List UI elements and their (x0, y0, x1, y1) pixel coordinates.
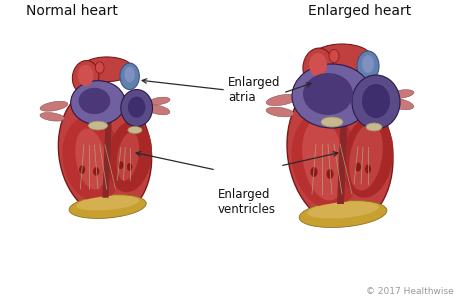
Ellipse shape (80, 57, 133, 82)
Text: Normal heart: Normal heart (26, 4, 118, 18)
Ellipse shape (78, 65, 93, 86)
Polygon shape (102, 113, 112, 198)
Ellipse shape (128, 97, 145, 118)
Ellipse shape (389, 90, 413, 98)
Ellipse shape (124, 67, 134, 82)
Ellipse shape (320, 117, 342, 127)
Ellipse shape (291, 64, 371, 128)
Ellipse shape (351, 75, 399, 129)
Ellipse shape (266, 94, 297, 106)
Ellipse shape (356, 51, 378, 81)
Ellipse shape (348, 123, 382, 190)
Ellipse shape (361, 84, 389, 118)
Ellipse shape (302, 119, 345, 200)
Ellipse shape (79, 165, 85, 174)
Ellipse shape (149, 97, 170, 105)
Ellipse shape (76, 196, 139, 211)
Ellipse shape (354, 163, 360, 172)
Ellipse shape (69, 195, 146, 218)
Text: © 2017 Healthwise: © 2017 Healthwise (365, 287, 453, 296)
Ellipse shape (311, 44, 371, 72)
Ellipse shape (40, 112, 64, 121)
Ellipse shape (298, 200, 386, 227)
Ellipse shape (71, 81, 125, 125)
Ellipse shape (121, 89, 152, 127)
Ellipse shape (291, 111, 360, 208)
Ellipse shape (95, 62, 104, 73)
Ellipse shape (310, 167, 317, 177)
Ellipse shape (328, 50, 338, 62)
Ellipse shape (120, 63, 139, 89)
Ellipse shape (342, 116, 392, 198)
Ellipse shape (93, 167, 99, 176)
Ellipse shape (62, 116, 123, 202)
Polygon shape (336, 108, 347, 204)
Ellipse shape (326, 169, 333, 179)
Ellipse shape (58, 87, 151, 217)
Ellipse shape (78, 88, 110, 114)
Text: Enlarged
ventricles: Enlarged ventricles (218, 188, 275, 216)
Text: Enlarged
atria: Enlarged atria (228, 76, 280, 104)
Ellipse shape (302, 48, 332, 86)
Ellipse shape (118, 161, 123, 169)
Ellipse shape (266, 107, 293, 117)
Ellipse shape (127, 163, 132, 171)
Ellipse shape (128, 127, 142, 134)
Ellipse shape (386, 98, 413, 110)
Ellipse shape (361, 55, 373, 73)
Ellipse shape (364, 164, 370, 173)
Ellipse shape (117, 132, 139, 181)
Ellipse shape (72, 61, 99, 94)
Ellipse shape (88, 121, 107, 130)
Ellipse shape (75, 129, 106, 190)
Ellipse shape (365, 123, 381, 131)
Ellipse shape (286, 78, 392, 226)
Ellipse shape (308, 53, 326, 77)
Ellipse shape (302, 73, 352, 115)
Text: Enlarged heart: Enlarged heart (308, 4, 411, 18)
Ellipse shape (146, 105, 169, 115)
Ellipse shape (307, 201, 378, 219)
Ellipse shape (40, 101, 67, 111)
Ellipse shape (107, 121, 151, 192)
